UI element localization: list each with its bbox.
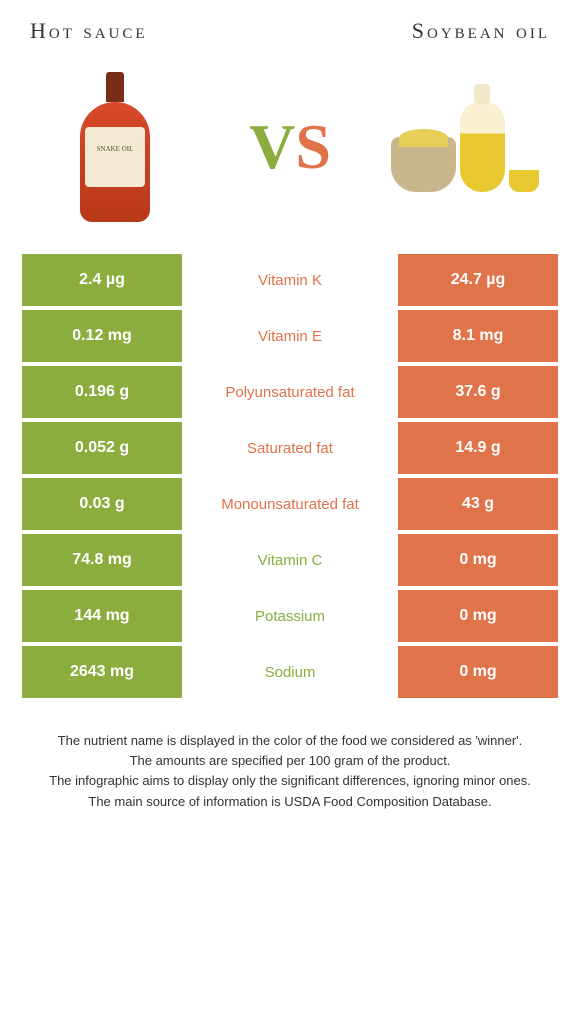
left-value-cell: 0.12 mg — [22, 310, 182, 362]
footer-notes: The nutrient name is displayed in the co… — [0, 702, 580, 811]
nutrient-name-cell: Vitamin E — [182, 310, 398, 362]
right-value-cell: 0 mg — [398, 590, 558, 642]
product-images-row: SNAKE OIL V S — [0, 54, 580, 254]
right-value-cell: 24.7 µg — [398, 254, 558, 306]
left-value-cell: 2.4 µg — [22, 254, 182, 306]
right-product-title: Soybean oil — [412, 18, 550, 44]
right-value-cell: 14.9 g — [398, 422, 558, 474]
table-row: 0.12 mgVitamin E8.1 mg — [22, 310, 558, 362]
header: Hot sauce Soybean oil — [0, 0, 580, 54]
left-value-cell: 144 mg — [22, 590, 182, 642]
nutrient-name-cell: Polyunsaturated fat — [182, 366, 398, 418]
table-row: 74.8 mgVitamin C0 mg — [22, 534, 558, 586]
table-row: 0.196 gPolyunsaturated fat37.6 g — [22, 366, 558, 418]
left-value-cell: 2643 mg — [22, 646, 182, 698]
left-value-cell: 74.8 mg — [22, 534, 182, 586]
nutrient-name-cell: Sodium — [182, 646, 398, 698]
comparison-table: 2.4 µgVitamin K24.7 µg0.12 mgVitamin E8.… — [0, 254, 580, 698]
table-row: 0.052 gSaturated fat14.9 g — [22, 422, 558, 474]
footer-line: The nutrient name is displayed in the co… — [15, 732, 565, 750]
table-row: 0.03 gMonounsaturated fat43 g — [22, 478, 558, 530]
left-product-title: Hot sauce — [30, 18, 148, 44]
left-product-image: SNAKE OIL — [40, 67, 190, 227]
table-row: 2.4 µgVitamin K24.7 µg — [22, 254, 558, 306]
nutrient-name-cell: Saturated fat — [182, 422, 398, 474]
vs-label: V S — [249, 110, 331, 184]
footer-line: The main source of information is USDA F… — [15, 793, 565, 811]
right-value-cell: 0 mg — [398, 534, 558, 586]
right-value-cell: 43 g — [398, 478, 558, 530]
left-value-cell: 0.196 g — [22, 366, 182, 418]
left-value-cell: 0.03 g — [22, 478, 182, 530]
hot-sauce-bottle-icon: SNAKE OIL — [80, 72, 150, 222]
nutrient-name-cell: Potassium — [182, 590, 398, 642]
right-value-cell: 0 mg — [398, 646, 558, 698]
soybean-oil-icon — [391, 102, 539, 192]
right-value-cell: 37.6 g — [398, 366, 558, 418]
table-row: 2643 mgSodium0 mg — [22, 646, 558, 698]
footer-line: The amounts are specified per 100 gram o… — [15, 752, 565, 770]
left-value-cell: 0.052 g — [22, 422, 182, 474]
table-row: 144 mgPotassium0 mg — [22, 590, 558, 642]
vs-v-letter: V — [249, 110, 295, 184]
nutrient-name-cell: Vitamin K — [182, 254, 398, 306]
footer-line: The infographic aims to display only the… — [15, 772, 565, 790]
right-value-cell: 8.1 mg — [398, 310, 558, 362]
right-product-image — [390, 67, 540, 227]
bottle-label: SNAKE OIL — [85, 127, 145, 187]
nutrient-name-cell: Vitamin C — [182, 534, 398, 586]
vs-s-letter: S — [295, 110, 331, 184]
nutrient-name-cell: Monounsaturated fat — [182, 478, 398, 530]
